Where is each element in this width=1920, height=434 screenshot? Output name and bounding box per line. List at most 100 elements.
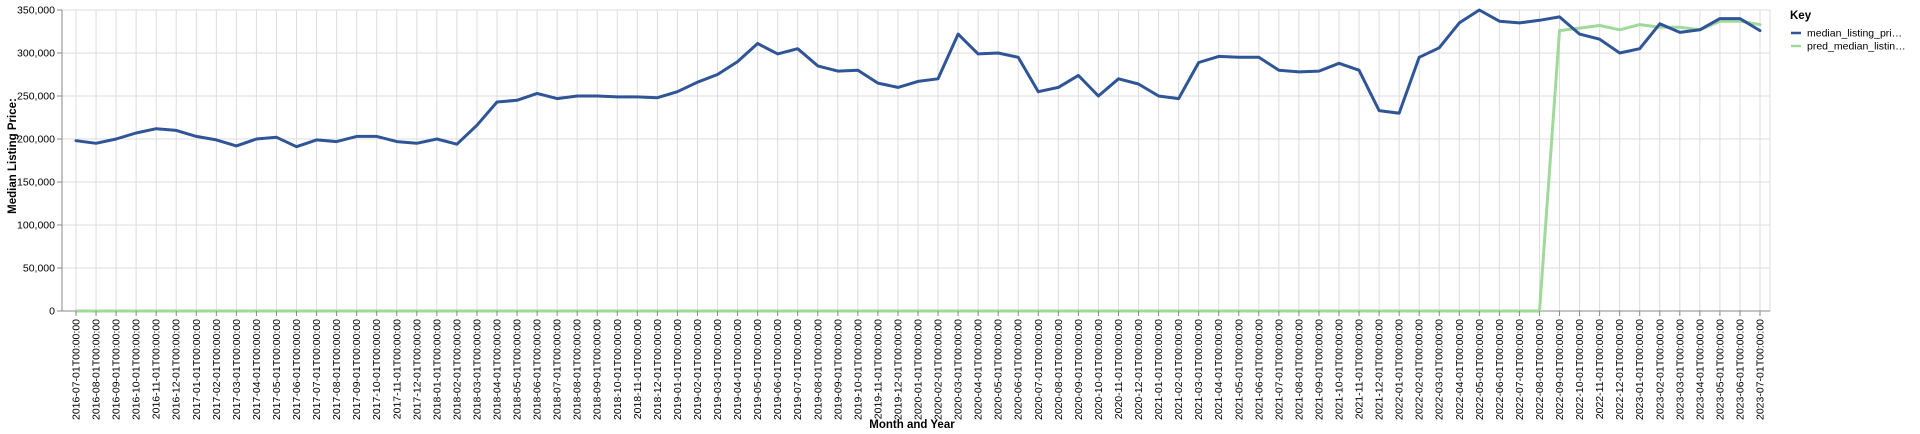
x-tick-label: 2021-03-01T00:00:00 [1193, 319, 1205, 420]
x-tick-label: 2021-04-01T00:00:00 [1213, 319, 1225, 420]
x-tick-label: 2017-08-01T00:00:00 [331, 319, 343, 420]
legend-label: pred_median_listin… [1807, 41, 1906, 53]
x-tick-label: 2021-01-01T00:00:00 [1153, 319, 1165, 420]
x-tick-label: 2017-04-01T00:00:00 [251, 319, 263, 420]
x-tick-label: 2017-10-01T00:00:00 [371, 319, 383, 420]
y-tick-label: 350,000 [17, 5, 55, 17]
x-tick-label: 2022-06-01T00:00:00 [1494, 319, 1506, 420]
x-tick-label: 2017-12-01T00:00:00 [411, 319, 423, 420]
x-tick-label: 2019-07-01T00:00:00 [792, 319, 804, 420]
x-axis-ticks: 2016-07-01T00:00:00 2016-08-01T00:00:00 20… [71, 311, 1767, 420]
axes [61, 9, 1771, 312]
x-tick-label: 2023-06-01T00:00:00 [1734, 319, 1746, 420]
x-tick-label: 2021-02-01T00:00:00 [1173, 319, 1185, 420]
x-tick-label: 2023-01-01T00:00:00 [1634, 319, 1646, 420]
x-tick-label: 2018-02-01T00:00:00 [451, 319, 463, 420]
x-tick-label: 2017-05-01T00:00:00 [271, 319, 283, 420]
x-tick-label: 2017-11-01T00:00:00 [391, 319, 403, 419]
x-tick-label: 2017-07-01T00:00:00 [311, 319, 323, 420]
x-tick-label: 2017-03-01T00:00:00 [231, 319, 243, 420]
x-tick-label: 2016-07-01T00:00:00 [71, 319, 83, 420]
x-tick-label: 2017-09-01T00:00:00 [351, 319, 363, 420]
x-tick-label: 2021-07-01T00:00:00 [1273, 319, 1285, 420]
x-tick-label: 2020-11-01T00:00:00 [1113, 319, 1125, 419]
x-tick-label: 2019-03-01T00:00:00 [712, 319, 724, 420]
x-tick-label: 2022-09-01T00:00:00 [1554, 319, 1566, 420]
x-tick-label: 2016-11-01T00:00:00 [151, 319, 163, 419]
x-tick-label: 2018-11-01T00:00:00 [632, 319, 644, 419]
x-tick-label: 2021-12-01T00:00:00 [1374, 319, 1386, 420]
x-tick-label: 2021-05-01T00:00:00 [1233, 319, 1245, 420]
y-tick-label: 50,000 [23, 263, 55, 275]
gridlines [62, 9, 1770, 312]
x-tick-label: 2020-05-01T00:00:00 [993, 319, 1005, 420]
x-tick-label: 2022-07-01T00:00:00 [1514, 319, 1526, 420]
x-tick-label: 2022-05-01T00:00:00 [1474, 319, 1486, 420]
x-tick-label: 2020-10-01T00:00:00 [1093, 319, 1105, 420]
x-tick-label: 2019-12-01T00:00:00 [892, 319, 904, 420]
x-tick-label: 2023-05-01T00:00:00 [1714, 319, 1726, 420]
x-tick-label: 2020-07-01T00:00:00 [1033, 319, 1045, 420]
x-tick-label: 2020-09-01T00:00:00 [1073, 319, 1085, 420]
x-tick-label: 2016-12-01T00:00:00 [171, 319, 183, 420]
legend-label: median_listing_pri… [1807, 28, 1902, 40]
x-tick-label: 2022-08-01T00:00:00 [1534, 319, 1546, 420]
x-tick-label: 2019-09-01T00:00:00 [832, 319, 844, 420]
x-tick-label: 2022-10-01T00:00:00 [1574, 319, 1586, 420]
x-tick-label: 2017-01-01T00:00:00 [191, 319, 203, 420]
y-tick-label: 0 [49, 306, 55, 318]
x-tick-label: 2022-02-01T00:00:00 [1414, 319, 1426, 420]
x-tick-label: 2018-12-01T00:00:00 [652, 319, 664, 420]
x-tick-label: 2018-08-01T00:00:00 [572, 319, 584, 420]
x-tick-label: 2018-09-01T00:00:00 [592, 319, 604, 420]
x-tick-label: 2022-01-01T00:00:00 [1394, 319, 1406, 420]
x-axis-title: Month and Year [869, 419, 955, 431]
y-axis-ticks: 0 50,000 100,000 150,000 200,000 250,000 300,0… [17, 5, 62, 318]
x-tick-label: 2018-04-01T00:00:00 [492, 319, 504, 420]
x-tick-label: 2021-06-01T00:00:00 [1253, 319, 1265, 420]
x-tick-label: 2020-08-01T00:00:00 [1053, 319, 1065, 420]
x-tick-label: 2022-12-01T00:00:00 [1614, 319, 1626, 420]
x-tick-label: 2019-08-01T00:00:00 [812, 319, 824, 420]
x-tick-label: 2022-04-01T00:00:00 [1454, 319, 1466, 420]
x-tick-label: 2016-08-01T00:00:00 [91, 319, 103, 420]
x-tick-label: 2023-02-01T00:00:00 [1654, 319, 1666, 420]
x-tick-label: 2017-06-01T00:00:00 [291, 319, 303, 420]
x-tick-label: 2019-06-01T00:00:00 [772, 319, 784, 420]
x-tick-label: 2020-02-01T00:00:00 [933, 319, 945, 420]
y-tick-label: 200,000 [17, 134, 55, 146]
x-tick-label: 2019-10-01T00:00:00 [852, 319, 864, 420]
x-tick-label: 2023-07-01T00:00:00 [1755, 319, 1767, 420]
y-tick-label: 250,000 [17, 91, 55, 103]
x-tick-label: 2020-06-01T00:00:00 [1013, 319, 1025, 420]
x-tick-label: 2023-04-01T00:00:00 [1694, 319, 1706, 420]
x-tick-label: 2017-02-01T00:00:00 [211, 319, 223, 420]
x-tick-label: 2018-03-01T00:00:00 [471, 319, 483, 420]
x-tick-label: 2022-03-01T00:00:00 [1434, 319, 1446, 420]
x-tick-label: 2018-06-01T00:00:00 [532, 319, 544, 420]
x-tick-label: 2021-11-01T00:00:00 [1354, 319, 1366, 419]
x-tick-label: 2016-10-01T00:00:00 [131, 319, 143, 420]
legend-items: median_listing_pri…pred_median_listin… [1791, 28, 1906, 53]
y-tick-label: 150,000 [17, 177, 55, 189]
x-tick-label: 2021-10-01T00:00:00 [1334, 319, 1346, 420]
x-tick-label: 2023-03-01T00:00:00 [1674, 319, 1686, 420]
x-tick-label: 2018-05-01T00:00:00 [512, 319, 524, 420]
plot-frame [61, 9, 1771, 312]
x-tick-label: 2020-04-01T00:00:00 [973, 319, 985, 420]
x-tick-label: 2019-05-01T00:00:00 [752, 319, 764, 420]
x-tick-label: 2022-11-01T00:00:00 [1594, 319, 1606, 419]
x-tick-label: 2021-08-01T00:00:00 [1293, 319, 1305, 420]
x-tick-label: 2021-09-01T00:00:00 [1313, 319, 1325, 420]
x-tick-label: 2019-11-01T00:00:00 [872, 319, 884, 419]
x-tick-label: 2020-01-01T00:00:00 [913, 319, 925, 420]
x-tick-label: 2018-01-01T00:00:00 [431, 319, 443, 420]
y-tick-label: 300,000 [17, 48, 55, 60]
x-tick-label: 2020-12-01T00:00:00 [1133, 319, 1145, 420]
x-tick-label: 2019-01-01T00:00:00 [672, 319, 684, 420]
y-axis-title: Median Listing Price: [7, 98, 19, 214]
y-tick-label: 100,000 [17, 220, 55, 232]
legend: Key median_listing_pri…pred_median_listi… [1790, 10, 1906, 53]
x-tick-label: 2018-10-01T00:00:00 [612, 319, 624, 420]
